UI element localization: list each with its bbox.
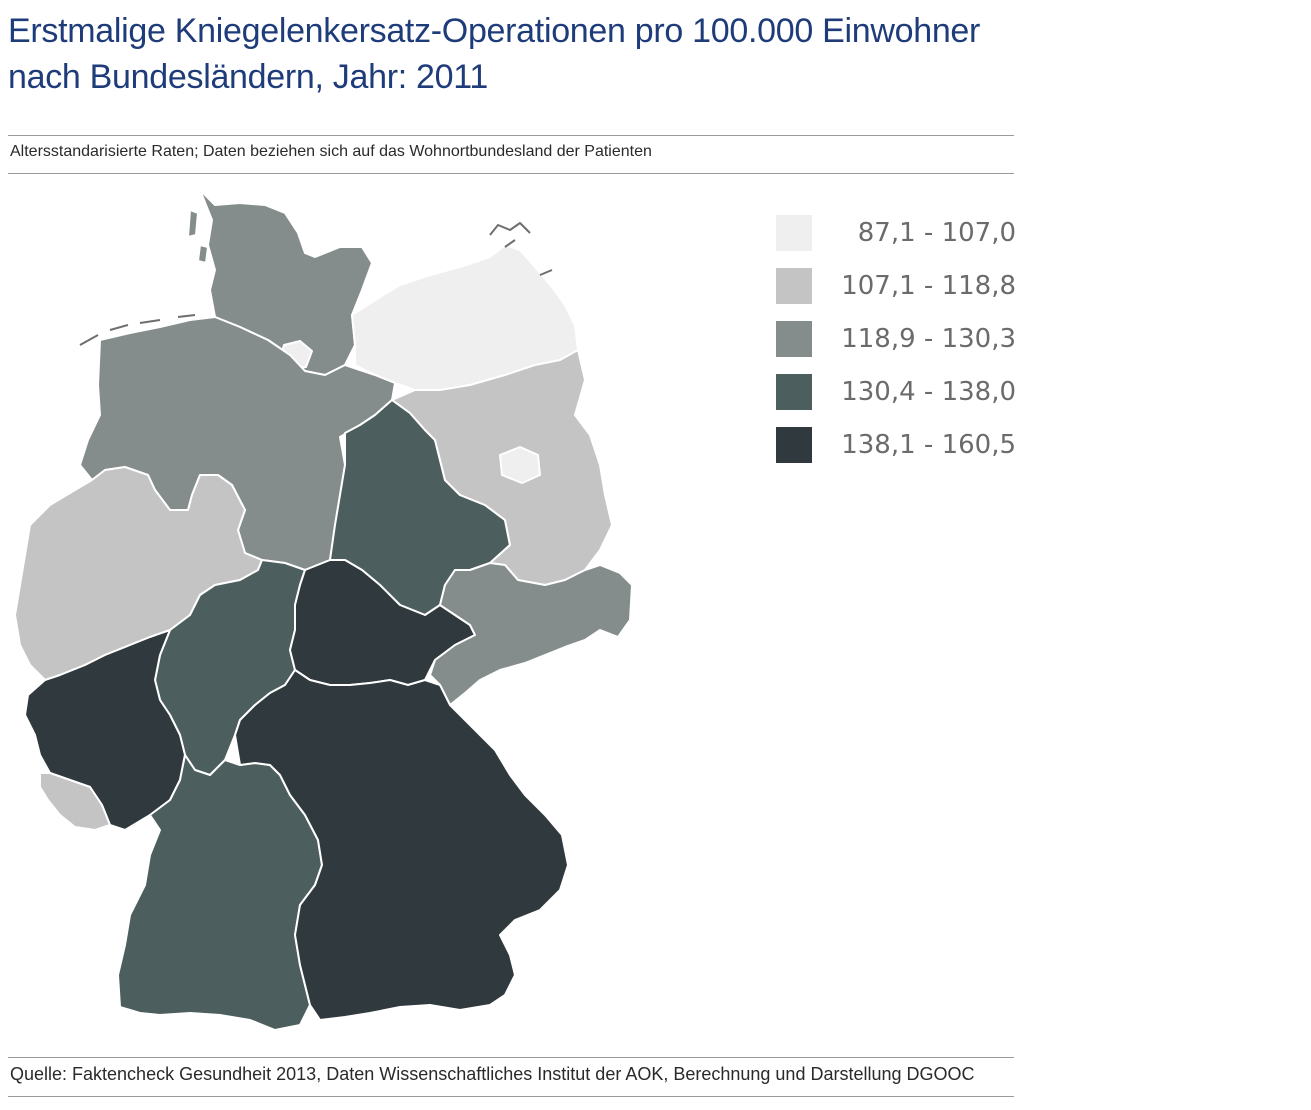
- legend-swatch-2: [776, 267, 812, 304]
- title-line-1: Erstmalige Kniegelenkersatz-Operationen …: [8, 12, 981, 50]
- legend-item-5: 138,1 - 160,5: [776, 418, 1016, 471]
- legend-label-4: 130,4 - 138,0: [841, 376, 1016, 407]
- state-saarland: [39, 772, 111, 831]
- state-schleswig-holstein-islands: [187, 209, 209, 264]
- state-bayern: [234, 669, 569, 1021]
- legend-item-4: 130,4 - 138,0: [776, 365, 1016, 418]
- legend-swatch-5: [776, 426, 812, 463]
- legend-item-3: 118,9 - 130,3: [776, 312, 1016, 365]
- legend-swatch-4: [776, 373, 812, 410]
- legend-swatch-1: [776, 214, 812, 251]
- source-bottom-rule: [8, 1096, 1014, 1097]
- state-berlin: [499, 446, 541, 484]
- legend-item-2: 107,1 - 118,8: [776, 259, 1016, 312]
- state-thueringen: [289, 559, 476, 686]
- subtitle: Altersstandarisierte Raten; Daten bezieh…: [10, 143, 652, 160]
- chart-title: Erstmalige Kniegelenkersatz-Operationen …: [8, 8, 1008, 100]
- title-line-2: nach Bundesländern, Jahr: 2011: [8, 58, 488, 96]
- coastline-baltic: [489, 222, 553, 276]
- legend-label-3: 118,9 - 130,3: [841, 323, 1016, 354]
- legend-label-1: 87,1 - 107,0: [857, 217, 1016, 248]
- coastline-north-sea: [79, 314, 196, 346]
- state-sachsen: [429, 562, 633, 706]
- top-rule: [8, 135, 1014, 136]
- germany-map: [14, 189, 633, 1031]
- legend: 87,1 - 107,0 107,1 - 118,8 118,9 - 130,3…: [776, 206, 1016, 471]
- legend-item-1: 87,1 - 107,0: [776, 206, 1016, 259]
- legend-swatch-3: [776, 320, 812, 357]
- subtitle-rule: [8, 173, 1014, 174]
- legend-label-2: 107,1 - 118,8: [841, 270, 1016, 301]
- legend-label-5: 138,1 - 160,5: [841, 429, 1016, 460]
- source-note: Quelle: Faktencheck Gesundheit 2013, Dat…: [10, 1064, 975, 1084]
- source-top-rule: [8, 1057, 1014, 1058]
